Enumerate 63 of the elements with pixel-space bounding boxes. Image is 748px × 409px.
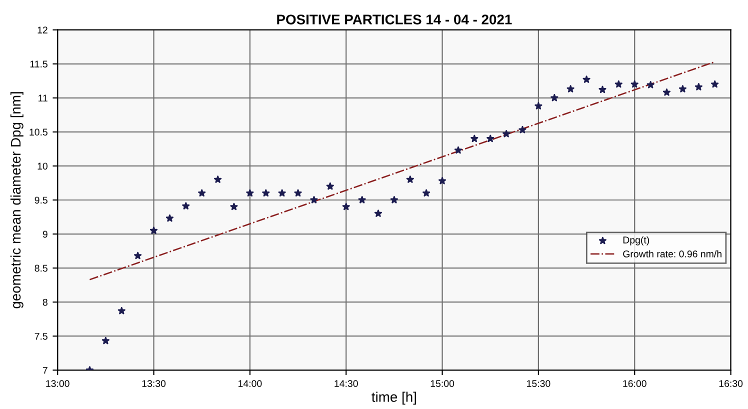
point: [246, 189, 254, 197]
point: [582, 76, 590, 83]
point: [662, 88, 671, 96]
point: [678, 85, 687, 92]
x-tick-label: 14:30: [334, 380, 358, 388]
point: [406, 176, 414, 183]
y-tick-label: 10.5: [30, 128, 48, 136]
x-tick-label: 13:00: [46, 380, 70, 388]
y-tick-label: 8.5: [34, 264, 48, 272]
point: [534, 102, 542, 110]
point: [614, 80, 622, 88]
y-axis-title: geometric mean diameter Dpg [nm]: [10, 92, 24, 308]
point: [502, 130, 510, 138]
point: [390, 196, 398, 204]
point: [550, 94, 558, 102]
point: [342, 202, 350, 210]
point: [262, 189, 270, 197]
point: [518, 126, 526, 134]
x-tick-label: 15:00: [430, 380, 454, 388]
x-axis-title: time [h]: [372, 392, 416, 405]
y-tick-label: 11.5: [30, 60, 48, 68]
legend-label: Growth rate: 0.96 nm/h: [623, 250, 722, 258]
y-tick-label: 9.5: [34, 196, 48, 204]
point: [134, 252, 142, 260]
point: [711, 80, 719, 88]
point: [230, 202, 238, 210]
y-tick-label: 12: [38, 26, 48, 34]
point: [454, 146, 462, 154]
x-tick-label: 16:30: [719, 380, 743, 388]
y-tick-label: 10: [38, 162, 48, 170]
point: [102, 336, 110, 344]
point: [278, 189, 286, 197]
point: [182, 202, 190, 210]
point: [166, 214, 174, 222]
point: [694, 83, 702, 90]
x-tick-label: 13:30: [142, 380, 166, 388]
y-tick-label: 11: [38, 94, 48, 102]
point: [598, 86, 606, 94]
y-tick-label: 7.5: [34, 332, 48, 340]
x-tick-label: 16:00: [623, 380, 646, 388]
x-tick-label: 15:30: [527, 380, 550, 388]
y-tick-label: 7: [42, 366, 48, 374]
chart-title: POSITIVE PARTICLES 14 - 04 - 2021: [277, 14, 512, 24]
y-tick-label: 8: [42, 298, 48, 306]
point: [214, 176, 222, 183]
point: [566, 85, 574, 92]
point: [438, 176, 446, 184]
point: [198, 189, 206, 197]
point: [646, 81, 654, 88]
point: [486, 134, 494, 142]
point: [358, 196, 366, 204]
point: [294, 189, 302, 197]
point: [470, 134, 478, 142]
point: [310, 196, 318, 204]
point: [118, 306, 126, 314]
point: [374, 210, 382, 217]
point: [422, 189, 430, 197]
x-tick-label: 14:00: [238, 380, 262, 388]
point: [326, 182, 334, 190]
point: [630, 80, 638, 88]
legend-label: Dpg(t): [623, 236, 650, 246]
y-tick-label: 9: [42, 230, 48, 238]
point: [150, 226, 158, 234]
